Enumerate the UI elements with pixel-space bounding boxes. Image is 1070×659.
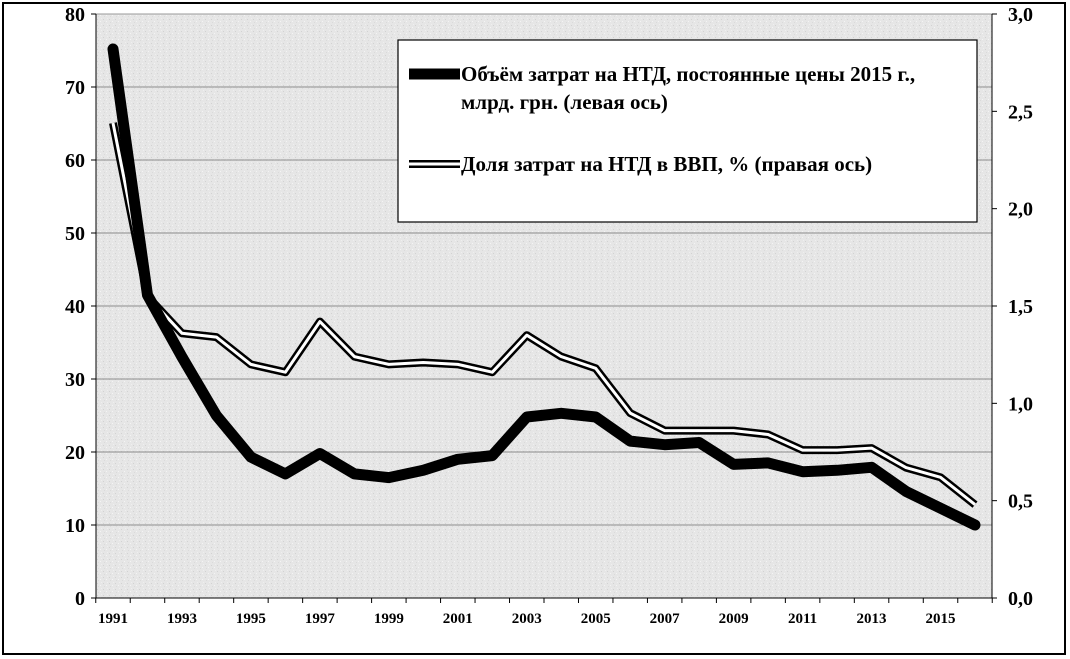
y-left-tick-label: 50 <box>65 223 85 245</box>
legend-label-volume-line2: млрд. грн. (левая ось) <box>461 90 668 114</box>
legend-box <box>397 39 978 223</box>
y-left-tick-label: 30 <box>65 369 85 391</box>
y-left-tick-label: 20 <box>65 442 85 464</box>
x-tick-label: 1995 <box>236 611 266 627</box>
y-left-tick-label: 70 <box>65 77 85 99</box>
x-tick-label: 2003 <box>512 611 542 627</box>
y-right-tick-label: 0,0 <box>1008 588 1033 610</box>
y-right-tick-label: 1,5 <box>1008 296 1033 318</box>
y-right-tick-label: 2,0 <box>1008 199 1033 221</box>
axes: 0 10 20 30 40 50 60 70 80 0,0 0,5 1,0 1,5 2,0 2,5 3,0 19… <box>65 4 1033 627</box>
x-tick-label: 2011 <box>788 611 817 627</box>
x-tick-label: 2005 <box>581 611 611 627</box>
legend: Объём затрат на НТД, постоянные цены 201… <box>397 39 978 223</box>
x-tick-label: 2001 <box>443 611 473 627</box>
y-left-tick-label: 80 <box>65 4 85 26</box>
y-left-tick-label: 40 <box>65 296 85 318</box>
y-left-tick-label: 60 <box>65 150 85 172</box>
legend-label-volume-line1: Объём затрат на НТД, постоянные цены 201… <box>461 62 915 86</box>
y-right-tick-label: 2,5 <box>1008 101 1033 123</box>
x-tick-label: 2007 <box>650 611 681 627</box>
series-lines <box>107 43 981 531</box>
x-tick-label: 2009 <box>719 611 749 627</box>
y-left-tick-label: 0 <box>75 588 85 610</box>
x-tick-label: 1999 <box>374 611 404 627</box>
x-tick-label: 1991 <box>98 611 128 627</box>
x-tick-label: 2015 <box>926 611 956 627</box>
x-tick-label: 1997 <box>305 611 336 627</box>
x-tick-label: 1993 <box>167 611 197 627</box>
y-right-tick-label: 1,0 <box>1008 393 1033 415</box>
series-line-share <box>111 122 976 506</box>
series-line-volume <box>107 43 981 531</box>
legend-label-share: Доля затрат на НТД в ВВП, % (правая ось) <box>461 152 872 176</box>
y-right-tick-label: 3,0 <box>1008 4 1033 26</box>
x-tick-label: 2013 <box>857 611 887 627</box>
y-left-tick-label: 10 <box>65 515 85 537</box>
y-right-tick-label: 0,5 <box>1008 491 1033 513</box>
